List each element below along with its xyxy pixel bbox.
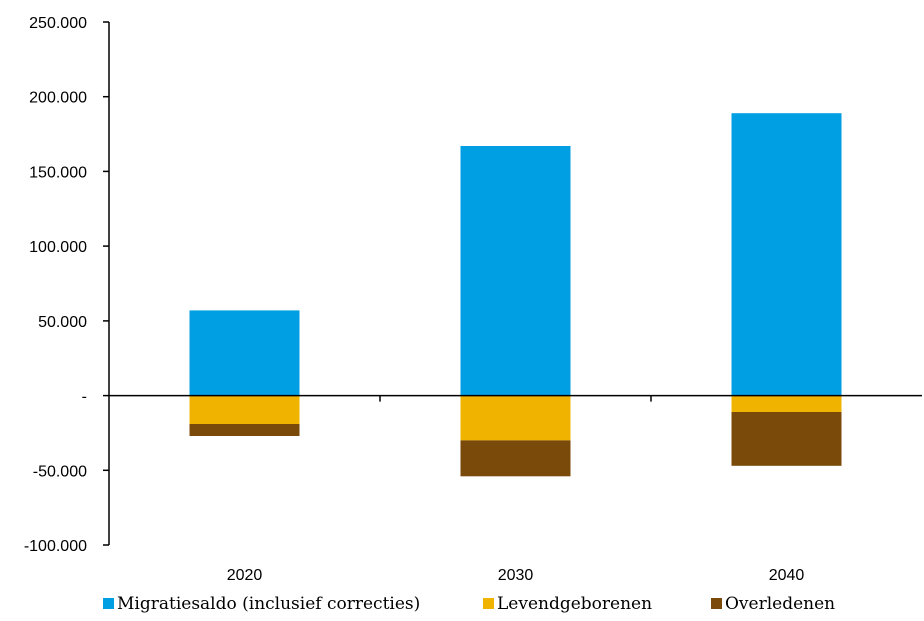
y-tick-label: - [82, 389, 87, 406]
bar-2030-series-1 [460, 146, 571, 396]
bar-2030-series-3 [460, 440, 571, 477]
bar-2040-series-3 [731, 412, 842, 466]
bar-2020-series-3 [189, 424, 300, 436]
y-tick-label: 50.000 [38, 314, 87, 331]
legend-swatch-series-3 [711, 598, 722, 609]
bars-layer [189, 113, 842, 477]
x-tick-label-2040: 2040 [769, 567, 805, 584]
legend-label-series-1: Migratiesaldo (inclusief correcties) [117, 594, 420, 614]
legend-label-series-2: Levendgeborenen [497, 594, 652, 614]
bar-2030-series-2 [460, 395, 571, 441]
legend: Migratiesaldo (inclusief correcties) Leve… [103, 594, 835, 614]
legend-swatch-series-2 [483, 598, 494, 609]
y-tick-label: 200.000 [29, 90, 87, 107]
x-tick-label-2030: 2030 [498, 567, 534, 584]
legend-label-series-3: Overledenen [725, 594, 835, 614]
y-tick-label: -100.000 [24, 538, 87, 555]
y-tick-label: -50.000 [33, 463, 87, 480]
x-tick-label-2020: 2020 [227, 567, 263, 584]
bar-2020-series-1 [189, 310, 300, 396]
y-tick-label: 250.000 [29, 15, 87, 32]
legend-swatch-series-1 [103, 598, 114, 609]
y-tick-label: 150.000 [29, 164, 87, 181]
bar-2040-series-2 [731, 395, 842, 412]
bar-2020-series-2 [189, 395, 300, 424]
bar-2040-series-1 [731, 113, 842, 396]
y-tick-label: 100.000 [29, 239, 87, 256]
axes-layer: 2020 2030 2040 250.000 200.000 150.000 100.000… [24, 15, 922, 584]
